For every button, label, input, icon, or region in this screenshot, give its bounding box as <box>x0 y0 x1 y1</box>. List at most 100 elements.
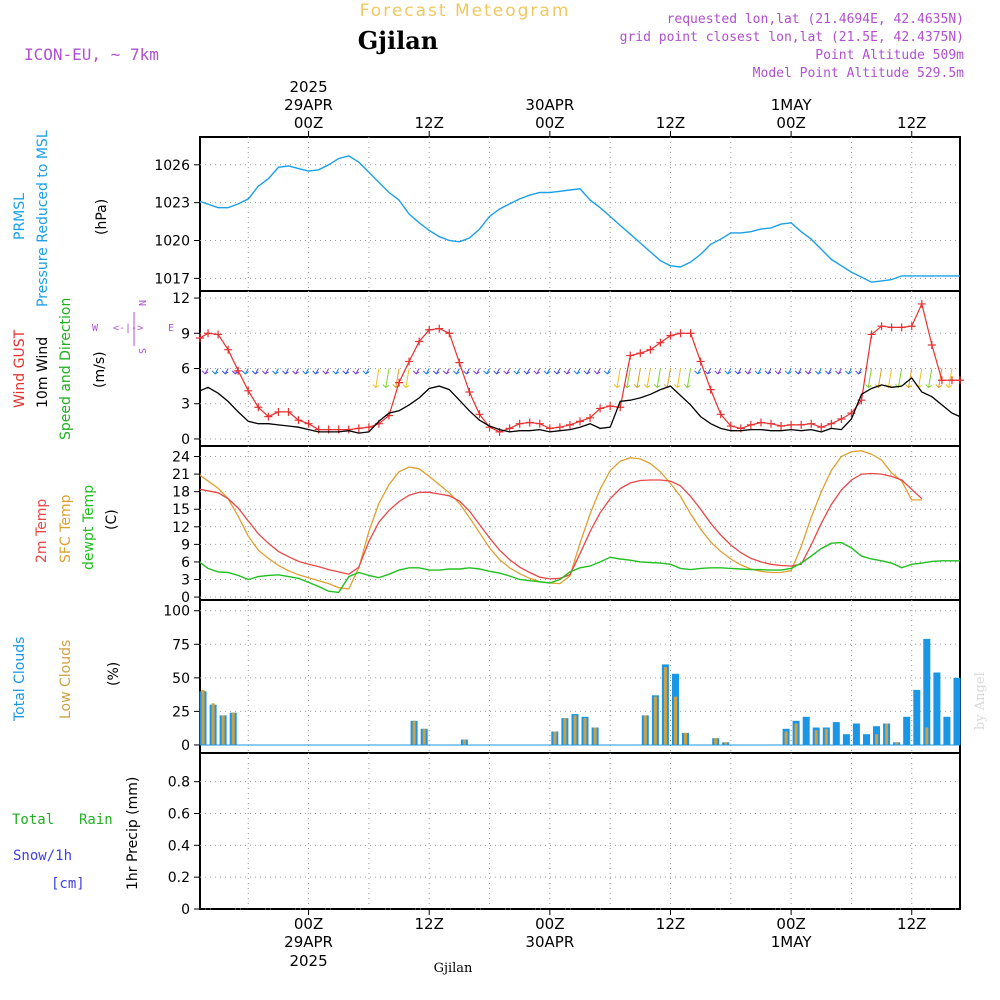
gust-point <box>807 419 816 428</box>
wind-arrow-head <box>463 370 470 375</box>
clouds-ytick-label: 100 <box>163 604 190 620</box>
gust-point <box>676 329 685 338</box>
gust-point <box>827 419 836 428</box>
wind-arrow-head <box>422 370 430 375</box>
low-cloud-bar <box>824 728 828 745</box>
low-cloud-bar <box>895 742 899 745</box>
precip-ytick-label: 0.4 <box>168 838 190 854</box>
bottom-tick-label: 12Z <box>897 915 926 933</box>
temp-ytick-label: 15 <box>172 502 190 518</box>
temp-ytick-label: 18 <box>172 485 190 501</box>
wind-direction-arrow <box>646 368 651 388</box>
wind-arrow-head <box>673 384 681 389</box>
gust-point <box>344 425 353 434</box>
clouds-frame <box>199 599 961 754</box>
wind-arrow-head <box>443 370 450 375</box>
sfc-temp-line <box>199 450 922 590</box>
wind-arrow-head <box>493 370 500 375</box>
temp-ytick-label: 6 <box>181 555 190 571</box>
gust-point <box>867 330 876 339</box>
wind-ytick-label: 0 <box>181 432 190 448</box>
wind-arrow-head <box>211 370 219 375</box>
wind-unit: (m/s) <box>92 351 108 388</box>
wind-arrow-head <box>935 384 942 389</box>
low-cloud-bar <box>814 730 818 745</box>
low-clouds-label: Low Clouds <box>58 640 74 719</box>
snow-label: Snow/1h <box>13 848 72 864</box>
total-clouds-label: Total Clouds <box>12 637 28 722</box>
wind-arrow-head <box>835 370 842 375</box>
model-label: ICON-EU, ~ 7km <box>24 45 159 64</box>
gust-line <box>199 302 960 433</box>
gust-point <box>656 338 665 347</box>
temp2m-label: 2m Temp <box>34 499 50 563</box>
gust-point <box>706 385 715 394</box>
gust-point <box>535 419 544 428</box>
gust-point <box>204 329 213 338</box>
gust-point <box>797 420 806 429</box>
wind-arrow-head <box>362 370 370 375</box>
wind-arrow-head <box>292 370 299 375</box>
wind-ytick-label: 3 <box>181 397 190 413</box>
gust-point <box>196 333 204 342</box>
wind-arrow-head <box>583 370 591 375</box>
wind-arrow-head <box>503 370 510 375</box>
gust-point <box>224 345 233 354</box>
temp-ytick-label: 21 <box>172 467 190 483</box>
gust-point <box>455 358 464 367</box>
wind-direction-arrow <box>918 368 923 388</box>
wind-arrow-head <box>804 370 812 375</box>
bottom-tick-label: 00Z <box>294 915 323 933</box>
gust-point <box>405 357 414 366</box>
wind-arrow-head <box>412 370 420 375</box>
gust-point <box>626 351 635 360</box>
pressure-ytick-label: 1023 <box>154 196 190 212</box>
low-cloud-bar <box>462 739 466 745</box>
wind-direction-arrow <box>897 368 903 388</box>
closest-coords: grid point closest lon,lat (21.5E, 42.43… <box>620 30 964 45</box>
gust-point <box>565 420 574 429</box>
low-cloud-bar <box>593 727 597 745</box>
total-cloud-bar <box>913 689 921 745</box>
low-cloud-bar <box>724 742 728 745</box>
gust-point <box>586 413 595 422</box>
temp-ytick-label: 3 <box>181 573 190 589</box>
gust-point <box>777 422 786 431</box>
requested-coords: requested lon,lat (21.4694E, 42.4635N) <box>667 12 964 27</box>
gust-point <box>515 419 524 428</box>
gust-point <box>666 331 675 340</box>
gust-point <box>254 403 263 412</box>
top-tick-label: 00Z <box>535 114 564 132</box>
location-title: Gjilan <box>358 26 438 55</box>
precip-unit: 1hr Precip (mm) <box>125 777 141 890</box>
bottom-date-label: 1MAY <box>771 933 813 951</box>
gust-point <box>726 422 735 431</box>
wind-direction-arrow <box>676 368 682 388</box>
total-cloud-bar <box>852 723 860 745</box>
compass-north: N <box>136 300 147 306</box>
wind-arrow-head <box>573 370 581 375</box>
wind-arrow-head <box>221 370 229 375</box>
gust-point <box>756 418 765 427</box>
wind-direction-arrow <box>626 368 631 388</box>
gust-point <box>234 366 243 375</box>
wind-arrow-head <box>513 370 521 375</box>
low-cloud-bar <box>412 720 416 745</box>
low-cloud-bar <box>643 715 647 745</box>
wind-arrow-head <box>302 370 309 375</box>
low-cloud-bar <box>583 718 587 745</box>
wind-arrow-head <box>784 370 792 375</box>
wind-arrow-head <box>825 370 832 375</box>
clouds-ytick-label: 50 <box>172 671 190 687</box>
bottom-tick-label: 12Z <box>656 915 685 933</box>
pressure-unit: (hPa) <box>94 199 110 235</box>
wind10m-line <box>199 376 961 434</box>
gust-point <box>686 329 695 338</box>
gust-point <box>877 322 886 331</box>
gust-point <box>887 323 896 332</box>
clouds-ytick-label: 75 <box>172 637 190 653</box>
wind-arrow-head <box>593 370 601 375</box>
